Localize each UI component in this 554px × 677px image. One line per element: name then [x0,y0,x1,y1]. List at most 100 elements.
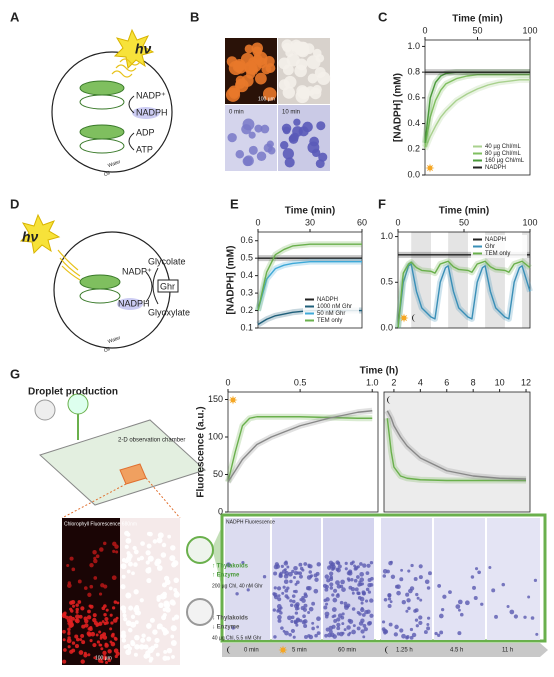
droplet-dot [66,563,70,567]
droplet-dot [352,624,356,628]
droplet-dot [149,656,154,662]
droplet-dot [171,561,177,568]
droplet-dot [288,571,293,577]
droplet-dot [92,642,97,648]
droplet-dot [291,594,296,598]
x-tick-label: 100 [522,217,537,227]
droplet-dot [333,588,338,593]
droplet-dot [67,630,71,634]
droplet-dot [103,604,107,608]
legend-label: NADPH [317,297,338,303]
droplet-dot [316,71,331,85]
image-strip-content [225,518,540,640]
droplet-dot [282,629,286,633]
image-tile [381,518,432,640]
x-tick-label: 10 [495,377,505,387]
label: Glyoxylate [148,307,190,317]
droplet-dot [116,601,120,605]
series-line [227,410,373,483]
droplet-dot [365,571,370,576]
droplet-dot [426,623,430,627]
droplet-dot [535,632,539,636]
droplet-dot [102,655,107,660]
time-label: 5 min [292,648,307,654]
droplet-dot [112,549,116,553]
droplet-dot [109,613,113,617]
droplet-dot [290,39,303,52]
droplet-dot [302,614,306,619]
droplet-dot [98,592,103,596]
droplet-dot [332,597,338,603]
droplet-dot [360,582,365,586]
droplet-dot [293,565,298,571]
droplet-dot [523,615,527,619]
droplet-dot [416,596,420,600]
droplet-dot [165,607,171,613]
droplet-dot [68,619,73,623]
droplet-dot [473,595,478,600]
droplet-dot [331,564,336,570]
droplet-dot [336,632,341,636]
legend-label: NADPH [485,237,506,243]
droplet-dot [303,603,308,608]
droplet-dot [115,616,119,620]
droplet-dot [69,556,74,561]
droplet-dot [277,614,282,620]
y-tick-label: 0.5 [240,253,253,263]
droplet-dot [428,571,432,576]
droplet-dot [229,89,240,99]
droplet-dot [114,654,118,659]
droplet-dot [357,595,362,600]
condition-label: ↑ Thylakoids [212,564,249,570]
droplet-dot [107,649,112,654]
droplet-dot [308,570,312,574]
droplet-dot [155,558,162,565]
droplet-dot [273,564,279,570]
droplet-dot [156,565,163,571]
droplet-dot [387,597,392,601]
droplet-dot [325,602,329,606]
droplet-dot [283,579,289,584]
droplet-dot [362,635,366,639]
droplet-dot [294,611,299,615]
droplet-dot [170,625,177,632]
droplet-dot [506,605,510,609]
droplet-dot [126,569,131,574]
droplet-dot [291,569,295,574]
droplet-dot [303,562,308,566]
droplet-dot [440,607,445,612]
droplet-dot [407,569,411,573]
droplet-dot [458,608,461,612]
droplet-dot [152,539,158,544]
panel-label: G [10,366,20,381]
droplet-dot [304,635,308,639]
droplet-dot [87,653,91,657]
droplet-dot [284,560,288,564]
droplet-dot [161,582,167,588]
droplet-dot [115,550,119,554]
water-label: Water [107,159,122,169]
droplet-dot [405,609,409,613]
image-tile [225,518,270,640]
droplet-dot [279,606,283,610]
x-tick-label: 0 [225,377,230,387]
droplet-dot [110,621,114,625]
panel-label: B [190,9,199,24]
droplet-dot [242,156,253,167]
image-tile [487,518,540,640]
droplet-dot [131,571,135,576]
droplet-dot [147,567,152,571]
droplet-dot [364,609,369,615]
droplet-dot [273,635,277,639]
droplet-dot [343,601,348,606]
droplet-dot [415,592,419,597]
image-tile [434,518,485,640]
droplet-dot [359,562,363,566]
droplet-dot [277,597,282,602]
droplet-dot [336,617,341,622]
y-tick-label: 1.0 [380,231,393,241]
droplet-dot [173,614,180,620]
droplet-dot [347,578,351,582]
droplet-dot [93,576,98,580]
